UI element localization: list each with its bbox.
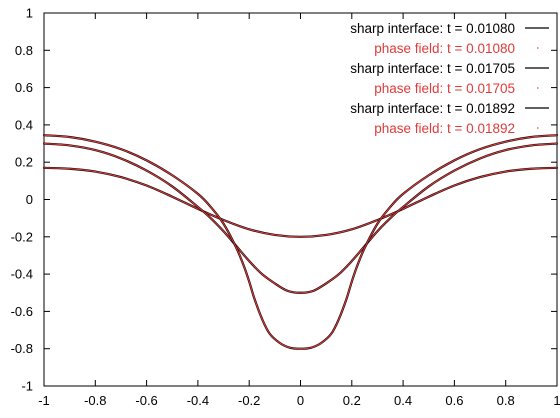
y-tick-label: 0.4 [15,117,33,132]
legend: sharp interface: t = 0.01080 phase field:… [350,21,549,136]
legend-label-0: sharp interface: t = 0.01080 [350,21,515,36]
series-line-2 [42,142,559,294]
series-line-5 [43,134,558,350]
x-tick-label: -0.2 [238,393,260,408]
y-tick-label: 1 [26,6,33,21]
legend-label-1: phase field: t = 0.01080 [374,41,515,56]
legend-label-4: sharp interface: t = 0.01892 [350,101,515,116]
x-tick-label: 1 [553,393,560,408]
legend-label-5: phase field: t = 0.01892 [374,121,515,136]
y-tick-label: -0.6 [11,304,33,319]
series-line-1 [43,167,558,238]
x-tick-label: -0.6 [135,393,157,408]
x-tick-label: 0.6 [445,393,463,408]
y-tick-label: 0 [26,192,33,207]
series-line-3 [43,143,558,294]
x-tick-label: -0.8 [84,393,106,408]
x-tick-label: 0.2 [343,393,361,408]
y-tick-label: -1 [21,379,33,394]
x-tick-label: -0.4 [187,393,209,408]
series-layer [42,134,559,350]
legend-label-2: sharp interface: t = 0.01705 [350,61,515,76]
x-tick-label: 0.4 [394,393,412,408]
series-line-4 [42,134,559,350]
y-tick-label: 0.2 [15,155,33,170]
y-tick-label: -0.4 [11,267,33,282]
legend-label-3: phase field: t = 0.01705 [374,81,515,96]
ticks-layer: -1 -0.8 -0.6 -0.4 -0.2 0 0.2 0.4 0.6 0.8 1 -1 -0.8 -0… [11,6,560,409]
x-tick-label: -1 [38,393,50,408]
x-tick-label: 0 [297,393,304,408]
y-tick-label: 0.6 [15,80,33,95]
x-tick-label: 0.8 [497,393,515,408]
y-tick-label: 0.8 [15,43,33,58]
series-line-0 [42,166,559,238]
y-tick-label: -0.8 [11,341,33,356]
y-tick-label: -0.2 [11,229,33,244]
